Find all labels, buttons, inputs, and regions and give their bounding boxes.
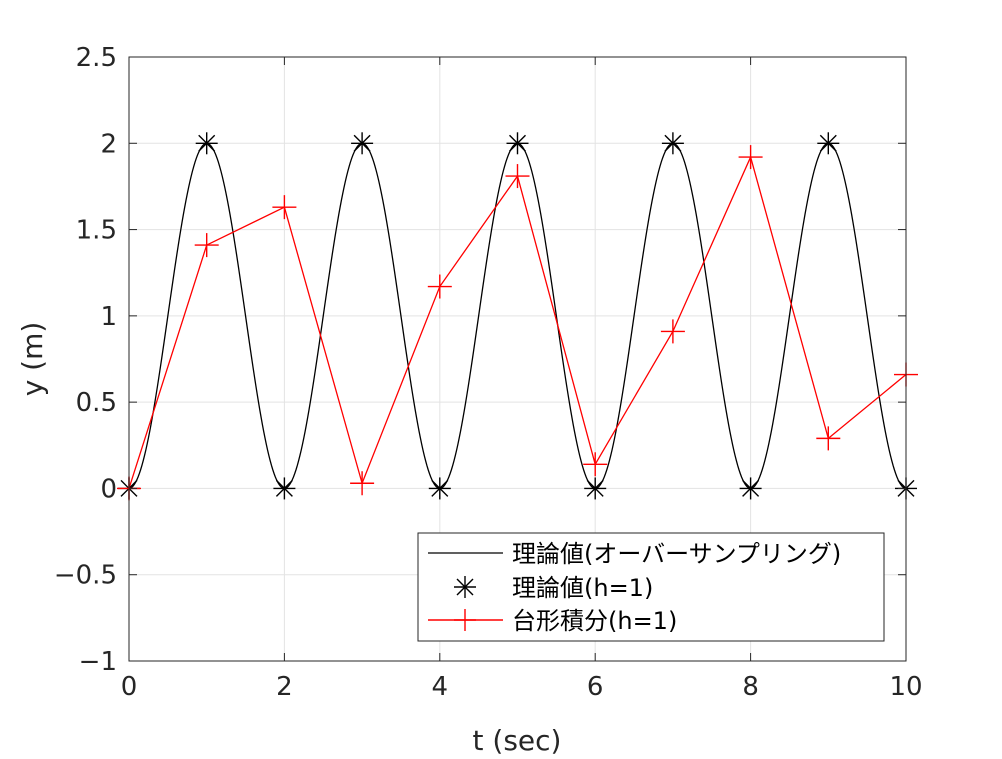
y-axis-label: y (m) <box>16 322 49 397</box>
y-tick-label: 0.5 <box>76 388 117 418</box>
point-theory-h1 <box>817 132 840 155</box>
legend-label-trapezoid: 台形積分(h=1) <box>512 607 677 635</box>
y-tick-label: 0 <box>100 474 117 504</box>
point-trapezoid <box>350 471 375 496</box>
point-theory-h1 <box>428 477 451 500</box>
point-theory-h1 <box>584 477 607 500</box>
x-tick-label: 2 <box>276 672 293 702</box>
x-tick-label: 10 <box>889 672 922 702</box>
legend-box <box>417 532 885 642</box>
point-trapezoid <box>660 319 685 344</box>
legend-label-oversampling: 理論値(オーバーサンプリング) <box>512 540 841 568</box>
point-theory-h1 <box>661 132 684 155</box>
y-tick-label: −1 <box>79 647 117 677</box>
y-tick-label: 1 <box>100 302 117 332</box>
point-theory-h1 <box>506 132 529 155</box>
point-trapezoid <box>505 164 530 189</box>
point-trapezoid <box>583 452 608 477</box>
point-theory-h1 <box>273 477 296 500</box>
point-trapezoid <box>194 233 219 258</box>
point-theory-h1 <box>351 132 374 155</box>
y-tick-label: 2 <box>100 129 117 159</box>
point-trapezoid <box>272 195 297 220</box>
y-tick-label: −0.5 <box>54 561 117 591</box>
ticks <box>128 56 907 662</box>
legend: 理論値(オーバーサンプリング) 理論値(h=1) 台形積分(h=1) <box>417 532 885 642</box>
legend-swatch-trapezoid <box>428 609 503 631</box>
y-tick-label: 1.5 <box>76 216 117 246</box>
x-tick-label: 8 <box>742 672 759 702</box>
x-tick-label: 0 <box>121 672 138 702</box>
x-tick-label: 4 <box>432 672 449 702</box>
x-tick-label: 6 <box>587 672 604 702</box>
tick-labels: 0 2 4 6 8 10 −1 −0.5 0 0.5 1 1.5 2 2.5 <box>54 43 923 702</box>
legend-swatch-theory-h1 <box>454 576 476 598</box>
point-theory-h1 <box>195 132 218 155</box>
x-axis-label: t (sec) <box>473 724 562 757</box>
legend-label-theory-h1: 理論値(h=1) <box>512 574 653 602</box>
point-trapezoid <box>427 274 452 299</box>
point-theory-h1 <box>739 477 762 500</box>
plot-frame <box>128 56 907 662</box>
point-trapezoid <box>738 145 763 170</box>
y-tick-label: 2.5 <box>76 43 117 73</box>
point-trapezoid <box>816 426 841 451</box>
